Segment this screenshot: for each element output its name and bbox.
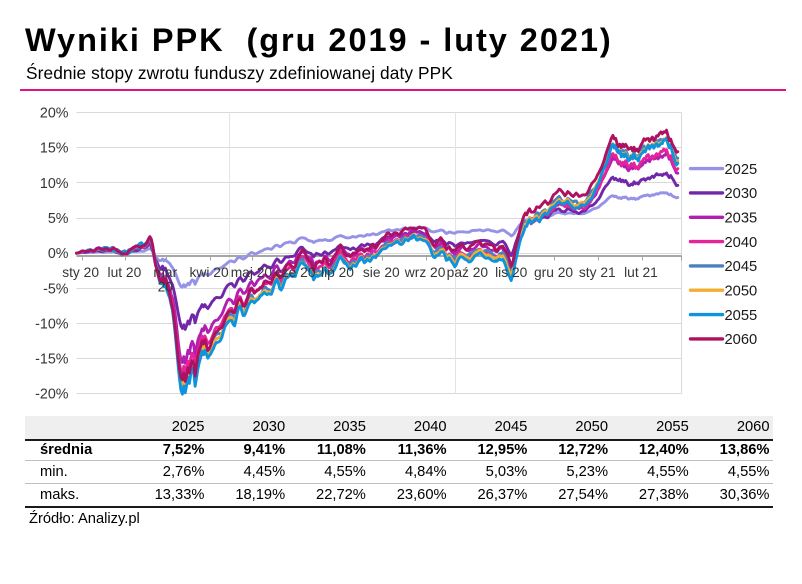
svg-text:lut 20: lut 20 — [108, 265, 142, 280]
svg-text:wrz 20: wrz 20 — [404, 265, 446, 280]
svg-text:2045: 2045 — [725, 259, 758, 275]
svg-text:2055: 2055 — [725, 308, 758, 324]
svg-text:mar: mar — [153, 265, 177, 280]
svg-text:2050: 2050 — [725, 283, 758, 299]
svg-text:-15%: -15% — [35, 352, 69, 368]
svg-text:sie 20: sie 20 — [363, 265, 400, 280]
svg-text:2040: 2040 — [725, 235, 758, 251]
svg-text:2035: 2035 — [725, 211, 758, 227]
svg-text:gru 20: gru 20 — [534, 265, 573, 280]
svg-text:kwi 20: kwi 20 — [190, 265, 229, 280]
svg-text:-20%: -20% — [35, 387, 69, 403]
svg-text:maj 20: maj 20 — [231, 265, 273, 280]
svg-text:lut 21: lut 21 — [624, 265, 658, 280]
svg-text:5%: 5% — [48, 211, 69, 227]
svg-text:-5%: -5% — [43, 281, 69, 297]
svg-text:20: 20 — [158, 279, 174, 294]
svg-text:15%: 15% — [40, 141, 69, 157]
svg-text:-10%: -10% — [35, 316, 69, 332]
svg-text:20%: 20% — [40, 106, 69, 122]
svg-text:2030: 2030 — [725, 186, 758, 202]
svg-text:lip 20: lip 20 — [321, 265, 354, 280]
svg-text:paź 20: paź 20 — [447, 265, 489, 280]
svg-text:10%: 10% — [40, 176, 69, 192]
svg-text:cze 20: cze 20 — [275, 265, 316, 280]
svg-text:sty 21: sty 21 — [579, 265, 616, 280]
svg-text:0%: 0% — [48, 246, 69, 262]
svg-text:2060: 2060 — [725, 332, 758, 348]
svg-text:2025: 2025 — [725, 162, 758, 178]
svg-text:sty 20: sty 20 — [62, 265, 99, 280]
svg-text:lis 20: lis 20 — [495, 265, 528, 280]
